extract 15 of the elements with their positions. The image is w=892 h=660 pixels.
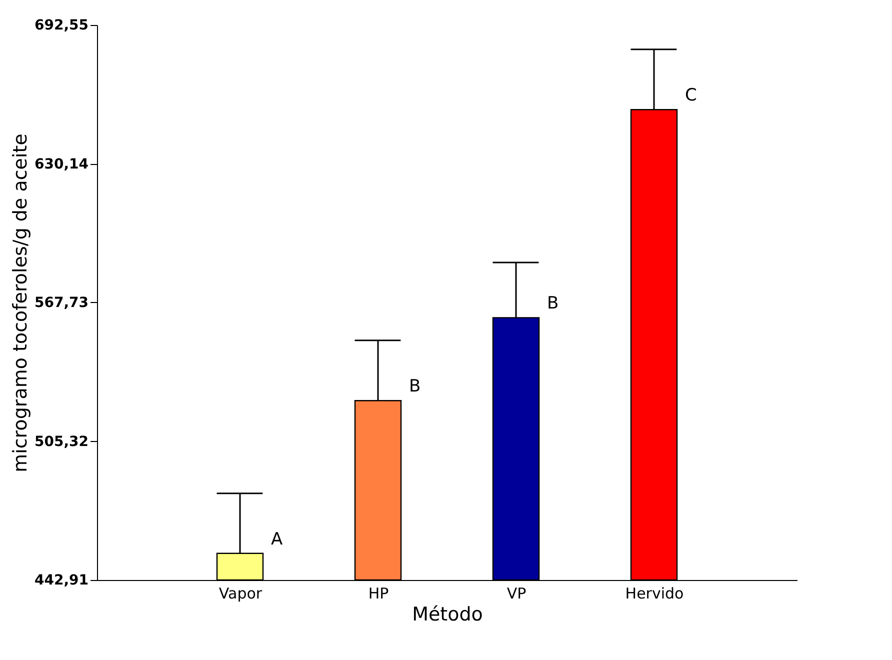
x-axis-title: Método xyxy=(412,604,483,626)
y-axis-title: microgramo tocoferoles/g de aceite xyxy=(9,134,32,472)
x-tick-label: HP xyxy=(368,584,389,602)
annotation: C xyxy=(685,86,697,106)
annotation: B xyxy=(409,376,421,397)
y-tick-label: 567,73 xyxy=(34,295,88,311)
y-tick-label: 630,14 xyxy=(34,156,89,172)
x-tick-label: Hervido xyxy=(625,584,684,602)
x-tick-label: Vapor xyxy=(218,584,263,602)
y-tick-label: 692,55 xyxy=(34,18,88,34)
annotation: B xyxy=(547,294,559,314)
annotation: A xyxy=(271,529,283,550)
y-tick-label: 442,91 xyxy=(34,572,88,588)
y-tick-label: 505,32 xyxy=(34,434,88,450)
x-tick-label: VP xyxy=(506,584,526,602)
